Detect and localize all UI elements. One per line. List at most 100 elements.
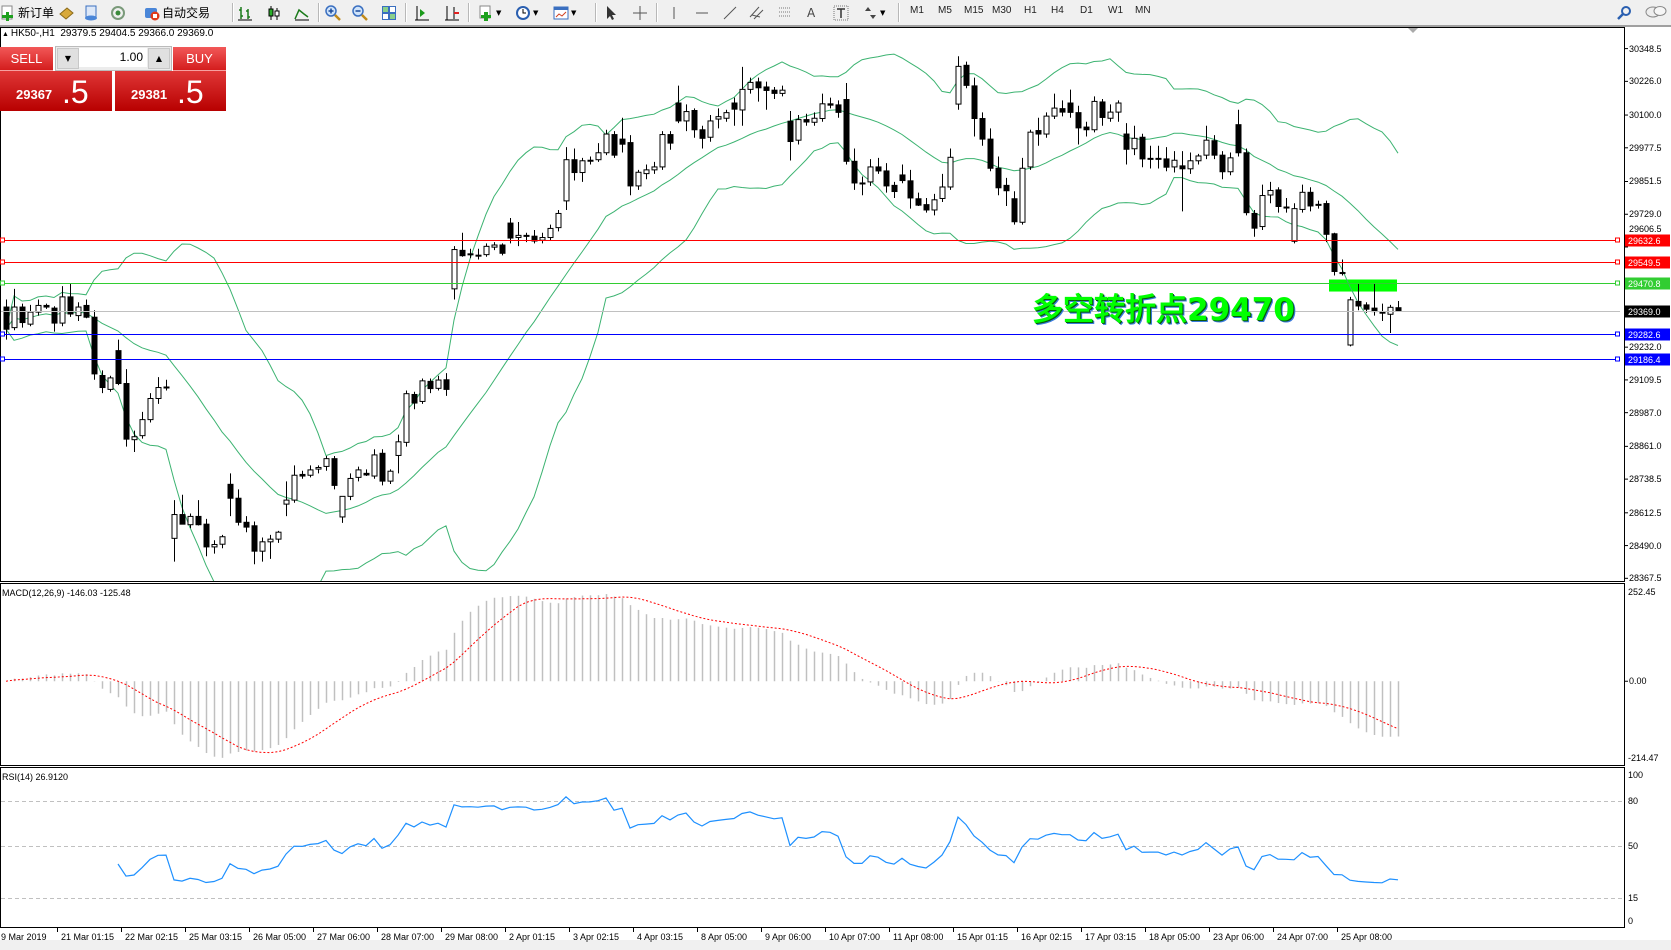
horizontal-line-button[interactable]	[694, 3, 710, 22]
candle-body-bull	[1147, 157, 1154, 160]
candle-body-bull	[475, 254, 482, 257]
status-strip	[0, 940, 1671, 950]
candle-body-bear	[755, 81, 762, 89]
line-chart-button[interactable]	[294, 3, 310, 22]
candle	[339, 495, 346, 523]
candle	[963, 61, 970, 89]
candle	[1387, 304, 1394, 333]
candle	[1139, 133, 1146, 168]
pivot-annotation-text[interactable]: 多空转折点29470	[1032, 292, 1295, 328]
lot-size-input[interactable]: 1.00	[79, 48, 147, 67]
x-tick-label: 25 Mar 03:15	[189, 932, 243, 942]
candle-body-bull	[323, 458, 330, 467]
hline-anchor-right	[1615, 259, 1620, 265]
candle	[1291, 203, 1298, 244]
bar-chart-icon	[237, 5, 253, 21]
market-watch-button[interactable]	[58, 3, 74, 22]
candle	[243, 516, 250, 533]
zoom-in-button[interactable]	[325, 3, 341, 22]
trendline-button[interactable]	[722, 3, 738, 22]
templates-button[interactable]: ▼	[553, 3, 576, 22]
arrows-button[interactable]: ▼	[862, 3, 885, 22]
auto-trading-button[interactable]: 自动交易	[144, 3, 210, 22]
candle	[19, 303, 26, 328]
candle-body-bull	[651, 166, 658, 171]
sell-price-button[interactable]: 29367 .5	[0, 71, 112, 111]
candle	[651, 161, 658, 174]
search-button[interactable]	[1616, 3, 1632, 22]
candle-body-bull	[283, 499, 290, 505]
sell-button[interactable]: SELL	[0, 47, 53, 71]
candle-body-bull	[435, 379, 442, 389]
hline-anchor-left	[0, 259, 5, 265]
candle	[499, 243, 506, 256]
crosshair-button[interactable]	[632, 3, 648, 22]
channel-button[interactable]	[749, 3, 765, 22]
y-tick-label: 29977.5	[1629, 142, 1662, 153]
toolbar-separator	[898, 3, 900, 22]
candlestick-button[interactable]	[266, 3, 282, 22]
candle	[803, 113, 810, 126]
vertical-line-button[interactable]	[666, 3, 682, 22]
candle-body-bull	[27, 311, 34, 325]
autoscroll-button[interactable]	[414, 3, 430, 22]
fibonacci-button[interactable]	[777, 3, 793, 22]
candle-body-bull	[395, 441, 402, 456]
candle-body-bear	[1307, 191, 1314, 207]
buy-price-button[interactable]: 29381 .5	[115, 71, 226, 111]
timeframe-m15[interactable]: M15	[964, 5, 984, 16]
timeframe-d1[interactable]: D1	[1080, 5, 1093, 16]
candle	[851, 148, 858, 190]
candle-body-bull	[1267, 189, 1274, 196]
candle	[387, 469, 394, 485]
candle-body-bear	[907, 180, 914, 199]
chart-shift-button[interactable]	[444, 3, 460, 22]
timeframe-m30[interactable]: M30	[992, 5, 1012, 16]
lot-decrease-button[interactable]: ▼	[57, 48, 79, 69]
cursor-button[interactable]	[603, 3, 619, 22]
candle	[995, 156, 1002, 196]
timeframe-w1[interactable]: W1	[1108, 5, 1123, 16]
y-tick-label: 28612.5	[1629, 507, 1662, 518]
bollinger-lower-band	[5, 142, 1399, 581]
candlestick-icon	[266, 5, 282, 21]
new-chart-button[interactable]: ▼	[478, 3, 501, 22]
new-order-button[interactable]: 新订单	[0, 3, 54, 22]
candle-body-bear	[1163, 158, 1170, 168]
candle-body-bear	[835, 104, 842, 113]
candle	[11, 288, 18, 331]
candle-body-bull	[747, 81, 754, 90]
buy-button[interactable]: BUY	[173, 47, 226, 71]
macd-scale-min: -214.47	[1628, 753, 1659, 763]
chat-button[interactable]	[1645, 3, 1667, 22]
candle-body-bull	[147, 397, 154, 421]
candle	[1011, 191, 1018, 225]
collapse-triangle-icon[interactable]: ▲	[2, 31, 11, 38]
lot-increase-button[interactable]: ▲	[148, 48, 170, 69]
line-chart-icon	[294, 5, 310, 21]
navigator-button[interactable]	[110, 3, 126, 22]
price-tag-bg	[1625, 277, 1670, 290]
candle	[1347, 296, 1354, 347]
x-tick-label: 28 Mar 07:00	[381, 932, 435, 942]
timeframe-mn[interactable]: MN	[1135, 5, 1151, 16]
text-button[interactable]: A	[807, 3, 815, 22]
timeframe-h1[interactable]: H1	[1024, 5, 1037, 16]
candle	[211, 540, 218, 554]
periods-button[interactable]: ▼	[515, 3, 538, 22]
candle	[267, 534, 274, 559]
timeframe-m1[interactable]: M1	[910, 5, 924, 16]
data-window-button[interactable]	[83, 3, 99, 22]
zoom-out-button[interactable]	[352, 3, 368, 22]
candle-body-bear	[987, 138, 994, 169]
candle-body-bull	[315, 466, 322, 470]
bar-chart-button[interactable]	[237, 3, 253, 22]
timeframe-m5[interactable]: M5	[938, 5, 952, 16]
hline-anchor-left	[0, 237, 5, 243]
text-label-button[interactable]	[833, 3, 849, 22]
tile-windows-button[interactable]	[381, 3, 397, 22]
candle	[683, 104, 690, 132]
candle-body-bull	[1155, 157, 1162, 160]
timeframe-h4[interactable]: H4	[1051, 5, 1064, 16]
